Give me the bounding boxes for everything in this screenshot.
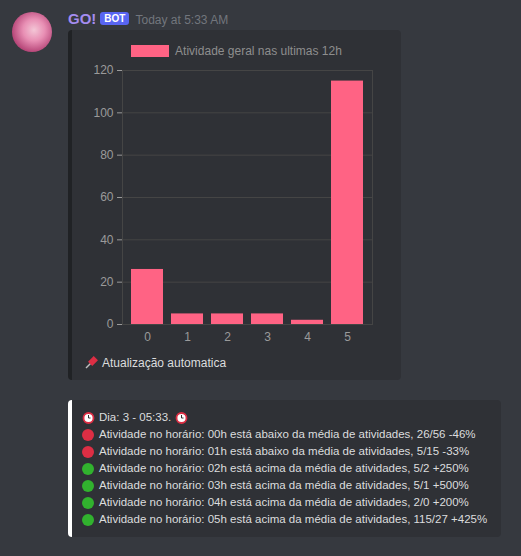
html-text:Atividade no horário: 05h está: Atividade no horário: 05h está acima da … [99,513,488,525]
html-text:Atividade no horário: 02h está: Atividade no horário: 02h está acima da … [99,462,469,474]
svg-text:4: 4 [304,330,311,344]
html-text:GO!: GO! [68,10,97,27]
svg-text:40: 40 [100,233,114,247]
html-text:Atividade geral nas ultimas 12: Atividade geral nas ultimas 12h [175,44,342,58]
svg-text:20: 20 [100,275,114,289]
html-text:Dia: 3 - 05:33.: Dia: 3 - 05:33. [99,411,172,423]
svg-text:2: 2 [224,330,231,344]
html-text:Atualização automatica: Atualização automatica [102,356,227,370]
html-text:Today at 5:33 AM: Today at 5:33 AM [135,13,229,27]
html-text:Atividade no horário: 00h está: Atividade no horário: 00h está abaixo da… [99,428,476,440]
html-text:Atividade no horário: 03h está: Atividade no horário: 03h está acima da … [99,479,469,491]
svg-text:3: 3 [264,330,271,344]
html-text:Atividade no horário: 04h está: Atividade no horário: 04h está acima da … [99,496,469,508]
svg-text:0: 0 [107,317,114,331]
svg-text:60: 60 [100,190,114,204]
svg-text:80: 80 [100,148,114,162]
svg-text:0: 0 [144,330,151,344]
svg-text:5: 5 [344,330,351,344]
svg-text:100: 100 [93,106,113,120]
svg-text:1: 1 [184,330,191,344]
svg-text:120: 120 [93,63,113,77]
html-text:BOT: BOT [104,13,126,24]
html-text:Atividade no horário: 01h está: Atividade no horário: 01h está abaixo da… [99,445,470,457]
